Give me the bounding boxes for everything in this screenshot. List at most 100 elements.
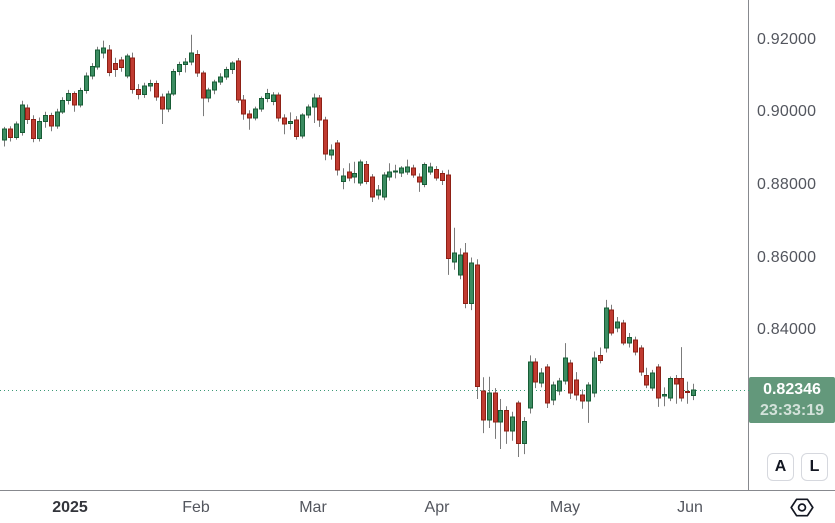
candle[interactable] (119, 56, 124, 72)
candle[interactable] (639, 345, 644, 376)
candle[interactable] (376, 185, 381, 200)
candle[interactable] (434, 166, 439, 181)
candle[interactable] (317, 95, 322, 127)
candle[interactable] (107, 45, 112, 77)
candle[interactable] (271, 92, 276, 106)
candle[interactable] (650, 369, 655, 391)
candle[interactable] (60, 97, 65, 114)
chart-canvas[interactable] (0, 0, 749, 490)
candle[interactable] (422, 162, 427, 188)
candle[interactable] (364, 161, 369, 185)
candle[interactable] (656, 364, 661, 407)
candle[interactable] (177, 61, 182, 76)
candle[interactable] (66, 89, 71, 105)
candle[interactable] (160, 93, 165, 124)
candle[interactable] (195, 50, 200, 77)
candle[interactable] (78, 87, 83, 108)
candle[interactable] (469, 257, 474, 311)
candle[interactable] (55, 108, 60, 129)
candle[interactable] (604, 299, 609, 353)
candle[interactable] (440, 170, 445, 186)
candle[interactable] (236, 58, 241, 103)
candle[interactable] (668, 376, 673, 402)
candle[interactable] (621, 319, 626, 346)
candle[interactable] (411, 164, 416, 178)
time-axis[interactable]: 2025 Feb Mar Apr May Jun (0, 490, 750, 523)
candle[interactable] (171, 68, 176, 96)
candle[interactable] (662, 387, 667, 407)
candle[interactable] (370, 174, 375, 202)
candlestick-chart[interactable] (0, 0, 749, 490)
candle[interactable] (218, 73, 223, 85)
candle[interactable] (125, 53, 130, 79)
candle[interactable] (557, 377, 562, 396)
candle[interactable] (463, 243, 468, 309)
candle[interactable] (475, 259, 480, 399)
candle[interactable] (136, 84, 141, 100)
candle[interactable] (14, 121, 19, 140)
candle[interactable] (347, 163, 352, 182)
candle[interactable] (522, 417, 527, 455)
candle[interactable] (282, 114, 287, 135)
candle[interactable] (598, 347, 603, 364)
candle[interactable] (241, 95, 246, 120)
candle[interactable] (276, 92, 281, 122)
candle[interactable] (183, 58, 188, 73)
candle[interactable] (49, 112, 54, 132)
candle[interactable] (533, 358, 538, 389)
candle[interactable] (142, 82, 147, 98)
candle[interactable] (90, 63, 95, 80)
candle[interactable] (428, 162, 433, 175)
candle[interactable] (516, 400, 521, 457)
candle[interactable] (95, 46, 100, 70)
candle[interactable] (446, 169, 451, 275)
candle[interactable] (323, 116, 328, 161)
candle[interactable] (405, 159, 410, 175)
candle[interactable] (341, 168, 346, 190)
candle[interactable] (43, 111, 48, 128)
candle[interactable] (615, 317, 620, 333)
candle[interactable] (113, 57, 118, 77)
candle[interactable] (247, 110, 252, 130)
candle[interactable] (253, 106, 258, 121)
candle[interactable] (487, 376, 492, 428)
candle[interactable] (551, 381, 556, 406)
candle[interactable] (387, 163, 392, 181)
candle[interactable] (545, 364, 550, 408)
candle[interactable] (201, 70, 206, 117)
candle[interactable] (84, 72, 89, 94)
candle[interactable] (37, 117, 42, 142)
candle[interactable] (288, 112, 293, 130)
candle[interactable] (633, 336, 638, 356)
candle[interactable] (627, 333, 632, 348)
candle[interactable] (568, 359, 573, 399)
candle[interactable] (574, 372, 579, 401)
candle[interactable] (679, 347, 684, 402)
candle[interactable] (306, 104, 311, 119)
candle[interactable] (674, 375, 679, 404)
candle[interactable] (644, 367, 649, 389)
auto-scale-button[interactable]: A (767, 453, 794, 481)
candle[interactable] (528, 355, 533, 414)
candle[interactable] (399, 166, 404, 177)
candle[interactable] (294, 116, 299, 140)
candle[interactable] (154, 80, 159, 101)
candle[interactable] (335, 140, 340, 176)
candle[interactable] (25, 104, 30, 125)
candle[interactable] (510, 411, 515, 441)
candle[interactable] (609, 304, 614, 336)
candle[interactable] (498, 399, 503, 449)
candle[interactable] (300, 113, 305, 139)
hexagon-eye-icon[interactable] (789, 496, 815, 519)
candle[interactable] (224, 66, 229, 80)
candle[interactable] (586, 382, 591, 423)
candle[interactable] (493, 388, 498, 439)
candle[interactable] (31, 115, 36, 143)
candle[interactable] (20, 100, 25, 136)
candle[interactable] (452, 227, 457, 270)
candle[interactable] (504, 406, 509, 444)
candle[interactable] (539, 368, 544, 388)
candle[interactable] (265, 88, 270, 103)
candle[interactable] (481, 377, 486, 434)
candle[interactable] (382, 172, 387, 201)
